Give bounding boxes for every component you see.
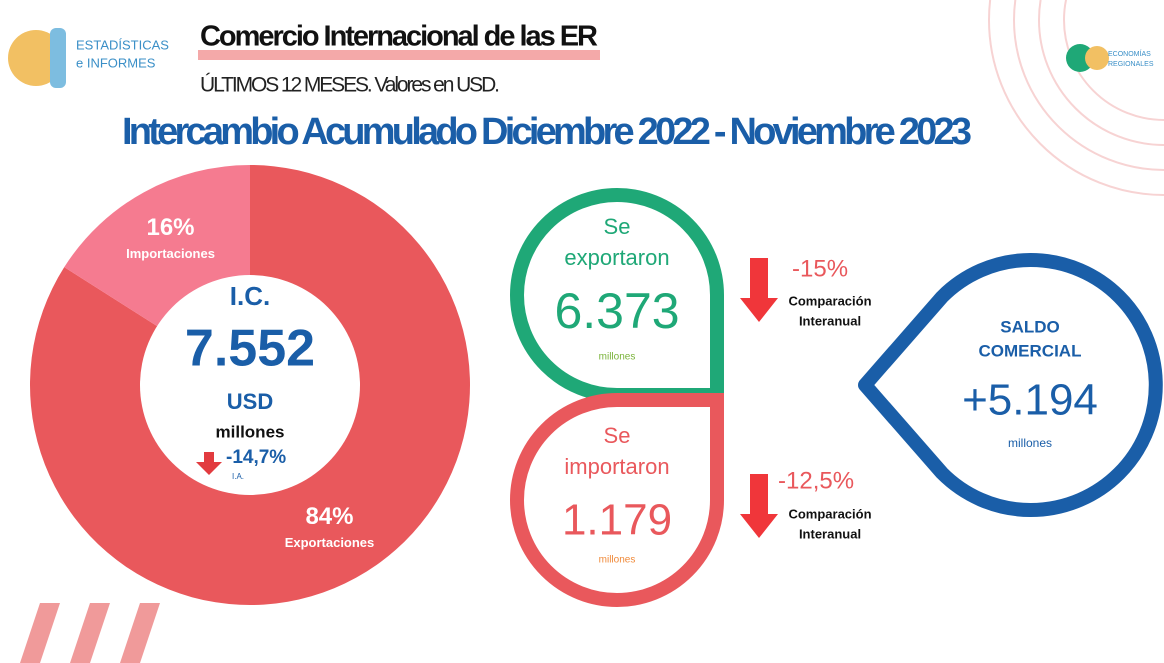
slice-value-label: 84% bbox=[305, 503, 353, 530]
slice-category-label: Exportaciones bbox=[285, 535, 375, 550]
page-subtitle: ÚLTIMOS 12 MESES. Valores en USD. bbox=[200, 74, 500, 97]
title-underline bbox=[198, 50, 600, 60]
center-scale: millones bbox=[216, 422, 285, 441]
exports-label: exportaron bbox=[564, 245, 669, 270]
center-value: 7.552 bbox=[185, 320, 315, 378]
balance-label: SALDO bbox=[1000, 317, 1060, 336]
logo-text: REGIONALES bbox=[1108, 61, 1154, 68]
page-title: Comercio Internacional de las ER bbox=[200, 21, 598, 53]
down-arrow bbox=[740, 258, 778, 322]
imports-change-note: Comparación bbox=[788, 506, 871, 521]
exports-value: 6.373 bbox=[554, 283, 679, 339]
balance-scale: millones bbox=[1008, 436, 1052, 450]
exports-scale: millones bbox=[599, 352, 636, 363]
center-unit: USD bbox=[227, 389, 273, 414]
exports-change: -15% bbox=[792, 255, 848, 282]
balance-badge bbox=[858, 253, 1163, 517]
down-arrow bbox=[196, 452, 222, 475]
exports-badge bbox=[510, 188, 724, 402]
balance-label: COMERCIAL bbox=[979, 341, 1082, 360]
donut-hole bbox=[140, 275, 360, 495]
decor-slashes bbox=[20, 603, 160, 663]
exports-change-note: Comparación bbox=[788, 293, 871, 308]
imports-label: importaron bbox=[564, 454, 669, 479]
center-change-note: I.A. bbox=[232, 472, 244, 481]
imports-scale: millones bbox=[599, 555, 636, 566]
imports-badge bbox=[510, 393, 724, 607]
exports-change-note: Interanual bbox=[799, 313, 861, 328]
slice-category-label: Importaciones bbox=[126, 246, 215, 261]
decor-arcs bbox=[988, 0, 1164, 196]
imports-change-note: Interanual bbox=[799, 526, 861, 541]
imports-value: 1.179 bbox=[562, 496, 672, 545]
logo-left: ESTADÍSTICAS e INFORMES bbox=[8, 28, 169, 88]
center-label: I.C. bbox=[230, 281, 270, 311]
logo-right: ECONOMÍAS REGIONALES bbox=[1066, 44, 1154, 72]
logo-text: ECONOMÍAS bbox=[1108, 49, 1151, 58]
logo-text: e INFORMES bbox=[76, 55, 156, 70]
balance-value: +5.194 bbox=[962, 376, 1098, 425]
down-arrow bbox=[740, 474, 778, 538]
imports-change: -12,5% bbox=[778, 467, 854, 494]
imports-label: Se bbox=[604, 423, 631, 448]
slice-value-label: 16% bbox=[146, 214, 194, 241]
center-change: -14,7% bbox=[226, 447, 286, 468]
logo-text: ESTADÍSTICAS bbox=[76, 37, 169, 52]
main-title: Intercambio Acumulado Diciembre 2022 - N… bbox=[122, 111, 972, 153]
exports-label: Se bbox=[604, 214, 631, 239]
